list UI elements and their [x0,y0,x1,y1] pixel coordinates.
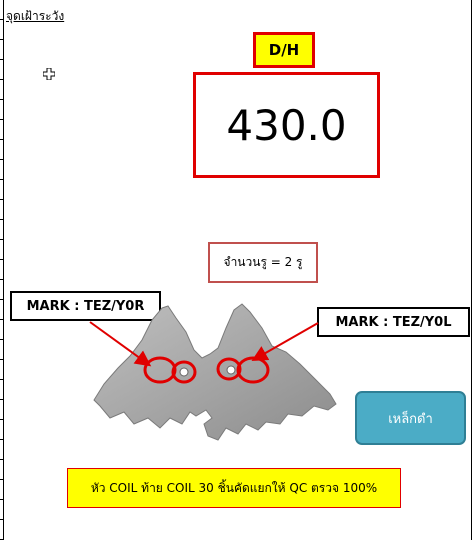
mark-left-highlight [143,356,177,384]
spreadsheet-row-gridlines [0,0,4,540]
hole-left [179,367,189,377]
hole-left-highlight [171,360,197,384]
mark-left-label: MARK : TEZ/Y0R [10,291,161,321]
arrow-left [89,321,152,367]
dh-label-box: D/H [253,32,315,68]
material-black-steel-button[interactable]: เหล็กดำ [355,391,466,445]
qc-inspection-note: หัว COIL ท้าย COIL 30 ชิ้นคัดแยกให้ QC ต… [67,468,401,508]
hole-count-box: จำนวนรู = 2 รู [208,242,318,283]
hole-right-highlight [216,357,242,381]
hole-right [226,365,236,375]
mark-right-label: MARK : TEZ/Y0L [317,307,470,337]
metal-part-shape [93,303,337,441]
watch-point-title: จุดเฝ้าระวัง [6,9,65,23]
arrow-right [251,322,319,361]
dh-value-box: 430.0 [193,72,380,178]
spreadsheet-column-gridline [471,0,472,540]
cross-cursor-icon [43,68,55,80]
stamped-part-diagram [93,303,337,441]
